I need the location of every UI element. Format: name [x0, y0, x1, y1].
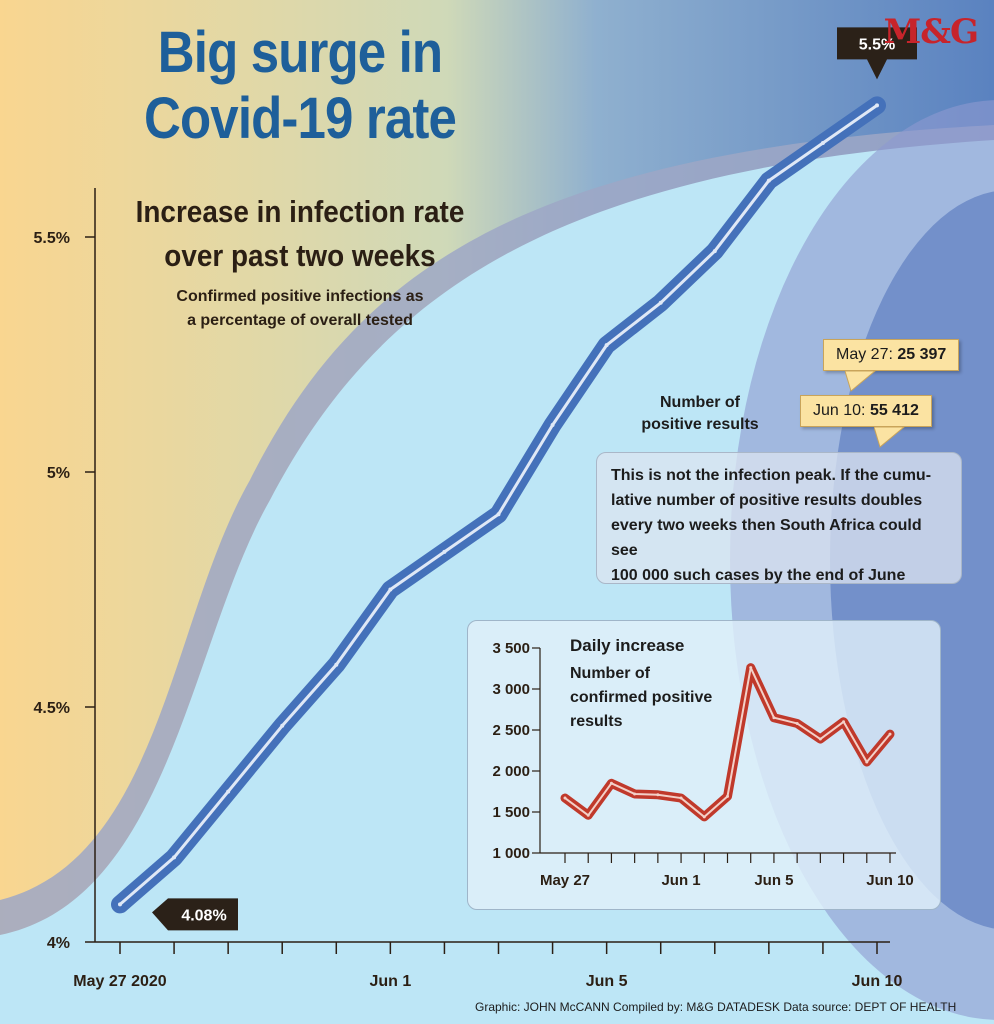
inset-x-tick-label: May 27	[540, 872, 590, 889]
inset-data-point	[865, 760, 869, 764]
inset-data-point	[818, 737, 822, 741]
main-data-point	[604, 343, 609, 348]
inset-label-line-1: Number of	[570, 665, 650, 682]
callout-jun10-pointer	[874, 427, 905, 448]
textbox-line-3: every two weeks then South Africa could …	[611, 517, 922, 559]
note-line-2: a percentage of overall tested	[187, 312, 413, 329]
inset-title: Daily increase	[570, 636, 685, 655]
positive-results-label: Number of positive results	[630, 392, 770, 436]
main-data-point	[496, 512, 501, 517]
main-data-point	[875, 103, 879, 108]
main-data-point	[334, 662, 339, 667]
main-data-point	[118, 902, 122, 907]
main-data-point	[550, 423, 555, 427]
inset-label-line-3: results	[570, 713, 623, 730]
annotation-start-tag	[152, 898, 238, 931]
y-tick-label: 4%	[47, 935, 70, 952]
textbox-line-1: This is not the infection peak. If the c…	[611, 467, 932, 484]
chart-subtitle: Increase in infection rate over past two…	[84, 190, 516, 278]
inset-x-tick-label: Jun 10	[866, 872, 914, 889]
callout-jun10-value: 55 412	[869, 402, 919, 419]
inset-x-tick-label: Jun 5	[754, 872, 793, 889]
y-tick-label: 5%	[47, 465, 70, 482]
inset-data-point	[795, 721, 799, 725]
y-tick-label: 5.5%	[34, 230, 70, 247]
credit-compiled: Compiled by: M&G DATADESK	[613, 1000, 780, 1014]
annotation-end-label: 5.5%	[859, 36, 895, 53]
positive-results-line-2: positive results	[641, 416, 759, 433]
x-tick-label: Jun 5	[586, 973, 628, 990]
subtitle-line-1: Increase in infection rate	[135, 194, 465, 229]
main-data-point	[280, 723, 285, 728]
x-tick-label: Jun 10	[852, 973, 903, 990]
inset-data-point	[656, 793, 660, 797]
annotation-end-tag	[837, 27, 917, 80]
main-data-point	[172, 855, 177, 860]
inset-y-tick-label: 3 500	[492, 640, 530, 657]
callout-may27-value: 25 397	[897, 346, 947, 363]
textbox-line-4: 100 000 such cases by the end of June	[611, 567, 906, 584]
y-tick-label: 4.5%	[34, 700, 70, 717]
main-data-point	[766, 178, 771, 183]
inset-x-tick-label: Jun 1	[661, 872, 700, 889]
inset-y-tick-label: 2 500	[492, 722, 530, 739]
inset-data-point	[586, 813, 590, 817]
main-data-point	[658, 300, 663, 305]
inset-label-line-2: confirmed positive	[570, 689, 713, 706]
callout-jun10-label: Jun 10:	[813, 402, 866, 419]
inset-y-tick-label: 1 000	[492, 845, 530, 862]
credit-source: Data source: DEPT OF HEALTH	[783, 1000, 957, 1014]
page-title: Big surge in Covid-19 rate	[71, 20, 529, 152]
callout-jun10: Jun 10: 55 412	[800, 395, 932, 427]
inset-data-point	[609, 781, 613, 785]
main-data-point	[442, 549, 447, 554]
callout-may27-label: May 27:	[836, 346, 893, 363]
positive-results-line-1: Number of	[660, 394, 740, 411]
inset-data-point	[726, 794, 729, 798]
inset-data-point	[702, 815, 706, 819]
mg-logo: M&G	[883, 12, 979, 52]
callout-may27-pointer	[845, 371, 876, 392]
inset-data-point	[749, 666, 753, 670]
info-textbox: This is not the infection peak. If the c…	[596, 452, 962, 584]
inset-y-tick-label: 3 000	[492, 681, 530, 698]
title-line-2: Covid-19 rate	[144, 86, 457, 151]
inset-data-point	[772, 716, 776, 720]
title-line-1: Big surge in	[157, 20, 443, 85]
annotation-start-label: 4.08%	[181, 907, 226, 924]
inset-label: Number of confirmed positive results	[570, 662, 770, 734]
inset-data-point	[842, 720, 846, 724]
axis-note: Confirmed positive infections as a perce…	[120, 285, 480, 333]
inset-data-point	[888, 732, 892, 736]
x-tick-label: May 27 2020	[73, 973, 167, 990]
x-tick-label: Jun 1	[369, 973, 411, 990]
main-data-point	[820, 141, 825, 145]
credit-graphic: Graphic: JOHN McCANN	[475, 1000, 610, 1014]
inset-data-point	[633, 792, 637, 796]
main-data-point	[388, 587, 393, 592]
inset-data-point	[563, 796, 567, 800]
textbox-line-2: lative number of positive results double…	[611, 492, 923, 509]
inset-y-tick-label: 1 500	[492, 804, 530, 821]
inset-data-point	[679, 796, 683, 800]
subtitle-line-2: over past two weeks	[164, 238, 436, 273]
inset-y-tick-label: 2 000	[492, 763, 530, 780]
callout-may27: May 27: 25 397	[823, 339, 960, 371]
note-line-1: Confirmed positive infections as	[176, 288, 424, 305]
main-data-point	[712, 249, 717, 254]
credits: Graphic: JOHN McCANN Compiled by: M&G DA…	[475, 1000, 985, 1014]
main-data-point	[226, 789, 231, 794]
